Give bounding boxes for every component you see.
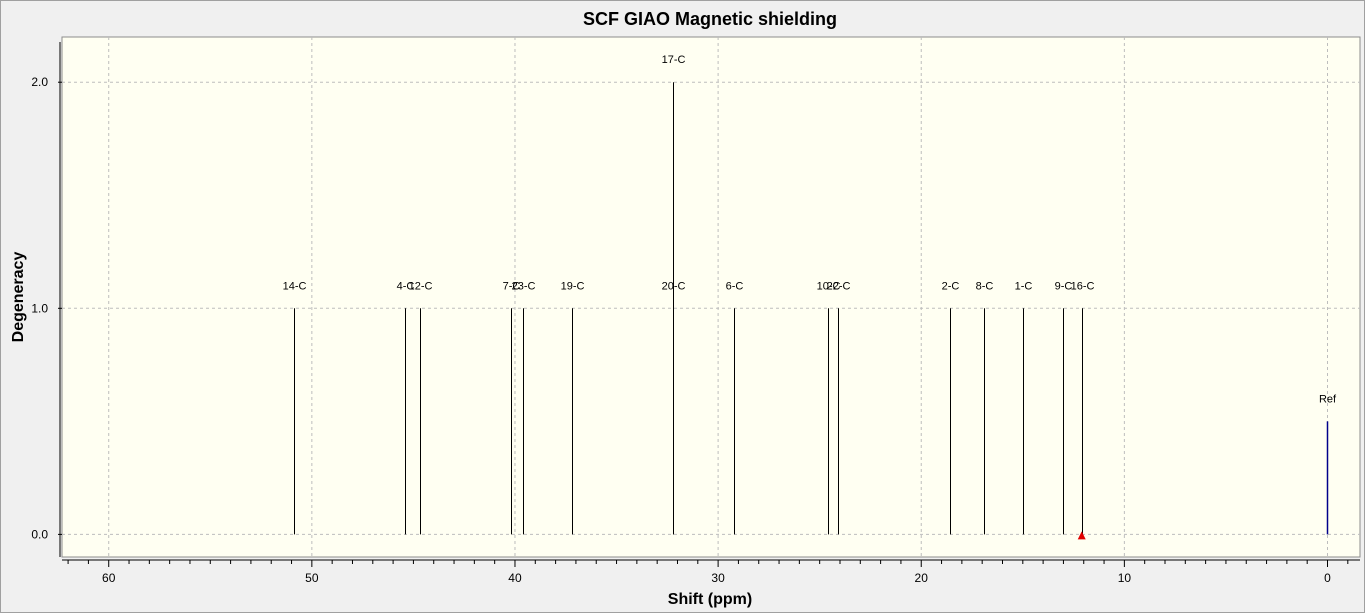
axes: 60 50 40 30 20 10 0 0.0 1.0 2.0: [31, 42, 1360, 585]
x-tick-label: 50: [305, 571, 319, 585]
peak-label: 7-C: [503, 280, 521, 292]
peak-label: 16-C: [1071, 280, 1095, 292]
peak-label: 23-C: [512, 280, 536, 292]
x-tick-label: 60: [102, 571, 116, 585]
peak-label: 19-C: [561, 280, 585, 292]
chart-title: SCF GIAO Magnetic shielding: [583, 9, 837, 29]
peak-label: 10-C: [817, 280, 841, 292]
x-tick-label: 30: [711, 571, 725, 585]
peak-label: 17-C: [662, 54, 686, 66]
x-tick-label: 20: [915, 571, 929, 585]
peak-label: 6-C: [726, 280, 744, 292]
peaks: 14-C 4-C12-C 7-C23-C 19-C 17-C 20-C 6-C 10-C22-…: [283, 54, 1337, 540]
peak-label: 9-C: [1055, 280, 1073, 292]
y-axis-label: Degeneracy: [10, 252, 27, 343]
peak-label: 12-C: [409, 280, 433, 292]
x-tick-label: 10: [1118, 571, 1132, 585]
x-tick-label: 40: [508, 571, 522, 585]
marker-triangle: [1077, 531, 1086, 540]
peak-label: 22-C: [827, 280, 851, 292]
y-tick-label: 0.0: [31, 527, 48, 541]
peak-label: 2-C: [942, 280, 960, 292]
y-tick-label: 2.0: [31, 75, 48, 89]
peak-label: 8-C: [976, 280, 994, 292]
x-axis-label: Shift (ppm): [668, 591, 752, 608]
peak-label: 20-C: [662, 280, 686, 292]
y-tick-label: 1.0: [31, 301, 48, 315]
x-tick-label: 0: [1324, 571, 1331, 585]
plot-area: [61, 36, 1361, 558]
peak-label: 14-C: [283, 280, 307, 292]
reference-label: Ref: [1319, 393, 1337, 405]
peak-label: 4-C: [397, 280, 415, 292]
peak-label: 1-C: [1015, 280, 1033, 292]
